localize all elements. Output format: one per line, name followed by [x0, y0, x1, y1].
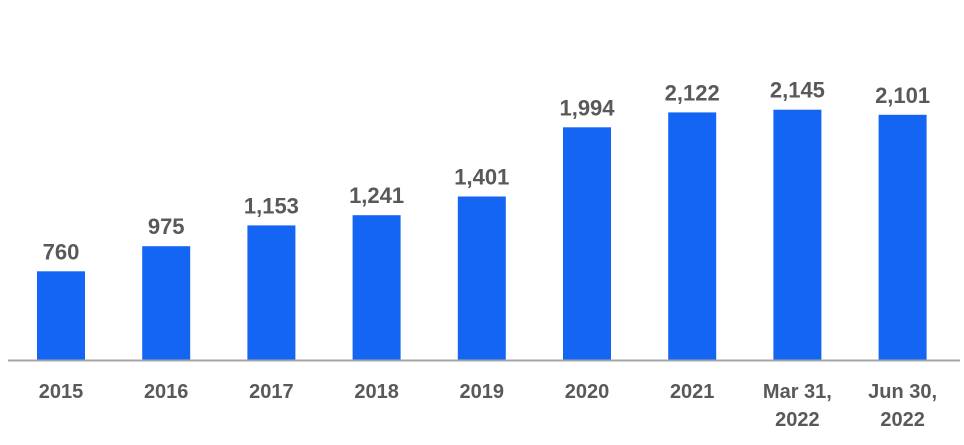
category-label-3: 2017 [249, 381, 294, 403]
category-label-line: 2018 [354, 381, 399, 403]
bar-7 [668, 112, 717, 361]
bar-2 [142, 246, 191, 360]
category-labels-group: 2015 2016 2017 2018 2019 2020 2021 Mar 31, 2022J… [39, 381, 937, 431]
value-label-6: 1,994 [559, 95, 615, 120]
value-label-9: 2,101 [875, 83, 930, 108]
bar-4 [352, 215, 401, 360]
value-label-3: 1,153 [244, 193, 299, 218]
category-label-1: 2015 [39, 381, 84, 403]
category-label-line: Mar 31, [763, 381, 832, 403]
category-label-9: Jun 30, 2022 [868, 381, 937, 431]
value-label-8: 2,145 [770, 78, 825, 103]
category-label-line: 2017 [249, 381, 294, 403]
value-label-2: 975 [148, 214, 185, 239]
category-label-5: 2019 [460, 381, 505, 403]
category-label-line: 2022 [880, 409, 925, 431]
value-label-1: 760 [43, 239, 80, 264]
category-label-line: 2021 [670, 381, 715, 403]
value-label-5: 1,401 [454, 165, 509, 190]
category-label-6: 2020 [565, 381, 610, 403]
bars-group [37, 109, 927, 361]
bar-8 [773, 109, 822, 360]
category-label-8: Mar 31, 2022 [763, 381, 832, 431]
category-label-line: Jun 30, [868, 381, 937, 403]
category-label-line: 2022 [775, 409, 820, 431]
bar-3 [247, 225, 296, 360]
value-label-4: 1,241 [349, 183, 404, 208]
value-label-7: 2,122 [665, 80, 720, 105]
category-label-2: 2016 [144, 381, 189, 403]
category-label-line: 2016 [144, 381, 189, 403]
bar-1 [37, 271, 85, 360]
category-label-4: 2018 [354, 381, 399, 403]
bar-5 [457, 196, 506, 360]
category-label-7: 2021 [670, 381, 715, 403]
category-label-line: 2019 [460, 381, 505, 403]
category-label-line: 2015 [39, 381, 84, 403]
value-labels-group: 760 975 1,153 1,241 1,401 1,994 2,122 2,145 2,10… [43, 78, 930, 265]
bar-6 [563, 127, 611, 360]
category-label-line: 2020 [565, 381, 610, 403]
bar-9 [878, 114, 927, 360]
